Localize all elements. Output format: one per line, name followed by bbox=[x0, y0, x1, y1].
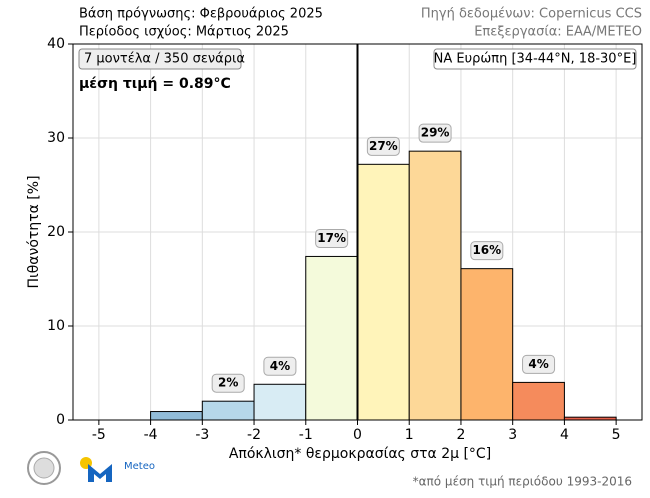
bar bbox=[357, 163, 410, 421]
x-tick-label: -5 bbox=[92, 427, 106, 443]
info-box-bg bbox=[78, 48, 242, 70]
info-box: 7 μοντέλα / 350 σενάρια bbox=[84, 52, 245, 67]
y-axis-label: Πιθανότητα [%] bbox=[26, 175, 42, 288]
header-line: Επεξεργασία: ΕΑΑ/METEO bbox=[474, 25, 642, 40]
x-axis-label: Απόκλιση* θερμοκρασίας στα 2μ [°C] bbox=[229, 446, 491, 462]
x-tick-label: -2 bbox=[247, 427, 261, 443]
x-tick-label: -4 bbox=[144, 427, 158, 443]
plot-frame bbox=[72, 43, 643, 421]
bar bbox=[305, 255, 359, 421]
value-label: 4% bbox=[270, 359, 290, 373]
bar bbox=[460, 268, 514, 421]
bar bbox=[408, 150, 462, 421]
bar bbox=[253, 383, 307, 421]
bar bbox=[512, 381, 565, 421]
header-line: Περίοδος ισχύος: Μάρτιος 2025 bbox=[79, 25, 289, 40]
value-label: 29% bbox=[421, 126, 450, 140]
value-label: 2% bbox=[218, 376, 238, 390]
y-tick-label: 40 bbox=[47, 36, 65, 52]
logo-text: Meteo bbox=[124, 461, 155, 472]
y-tick-label: 30 bbox=[47, 130, 65, 146]
bar bbox=[150, 411, 203, 421]
x-tick-label: -3 bbox=[195, 427, 209, 443]
logo-m bbox=[88, 464, 112, 482]
logo-seal bbox=[27, 451, 61, 485]
header-line: Βάση πρόγνωσης: Φεβρουάριος 2025 bbox=[79, 7, 323, 22]
value-label: 27% bbox=[369, 139, 398, 153]
header-line: Πηγή δεδομένων: Copernicus CCS bbox=[421, 7, 642, 22]
footnote: *από μέση τιμή περιόδου 1993-2016 bbox=[413, 475, 632, 489]
y-tick-label: 20 bbox=[47, 224, 65, 240]
x-tick-label: -1 bbox=[299, 427, 313, 443]
value-label-box bbox=[522, 354, 556, 374]
x-tick-label: 2 bbox=[456, 427, 465, 443]
y-tick-label: 10 bbox=[47, 318, 65, 334]
value-label: 17% bbox=[317, 231, 346, 245]
bar bbox=[201, 400, 255, 421]
mean-text: μέση τιμή = 0.89°C bbox=[79, 76, 231, 92]
region-box: ΝΑ Ευρώπη [34-44°N, 18-30°E] bbox=[434, 52, 637, 67]
value-label-box bbox=[211, 373, 245, 393]
x-tick-label: 0 bbox=[353, 427, 362, 443]
x-tick-label: 5 bbox=[612, 427, 621, 443]
value-label-box bbox=[418, 123, 452, 143]
value-label-box bbox=[366, 136, 400, 156]
value-label-box bbox=[470, 241, 504, 261]
value-label-box bbox=[263, 356, 297, 376]
value-label: 4% bbox=[528, 357, 548, 371]
x-tick-label: 4 bbox=[560, 427, 569, 443]
logos: Meteo bbox=[27, 451, 155, 485]
x-tick-label: 1 bbox=[405, 427, 414, 443]
value-label: 16% bbox=[472, 243, 501, 257]
logo-seal bbox=[33, 457, 55, 479]
region-box-bg bbox=[433, 48, 637, 70]
value-label-box bbox=[315, 228, 349, 248]
y-tick-label: 0 bbox=[56, 412, 65, 428]
x-tick-label: 3 bbox=[508, 427, 517, 443]
